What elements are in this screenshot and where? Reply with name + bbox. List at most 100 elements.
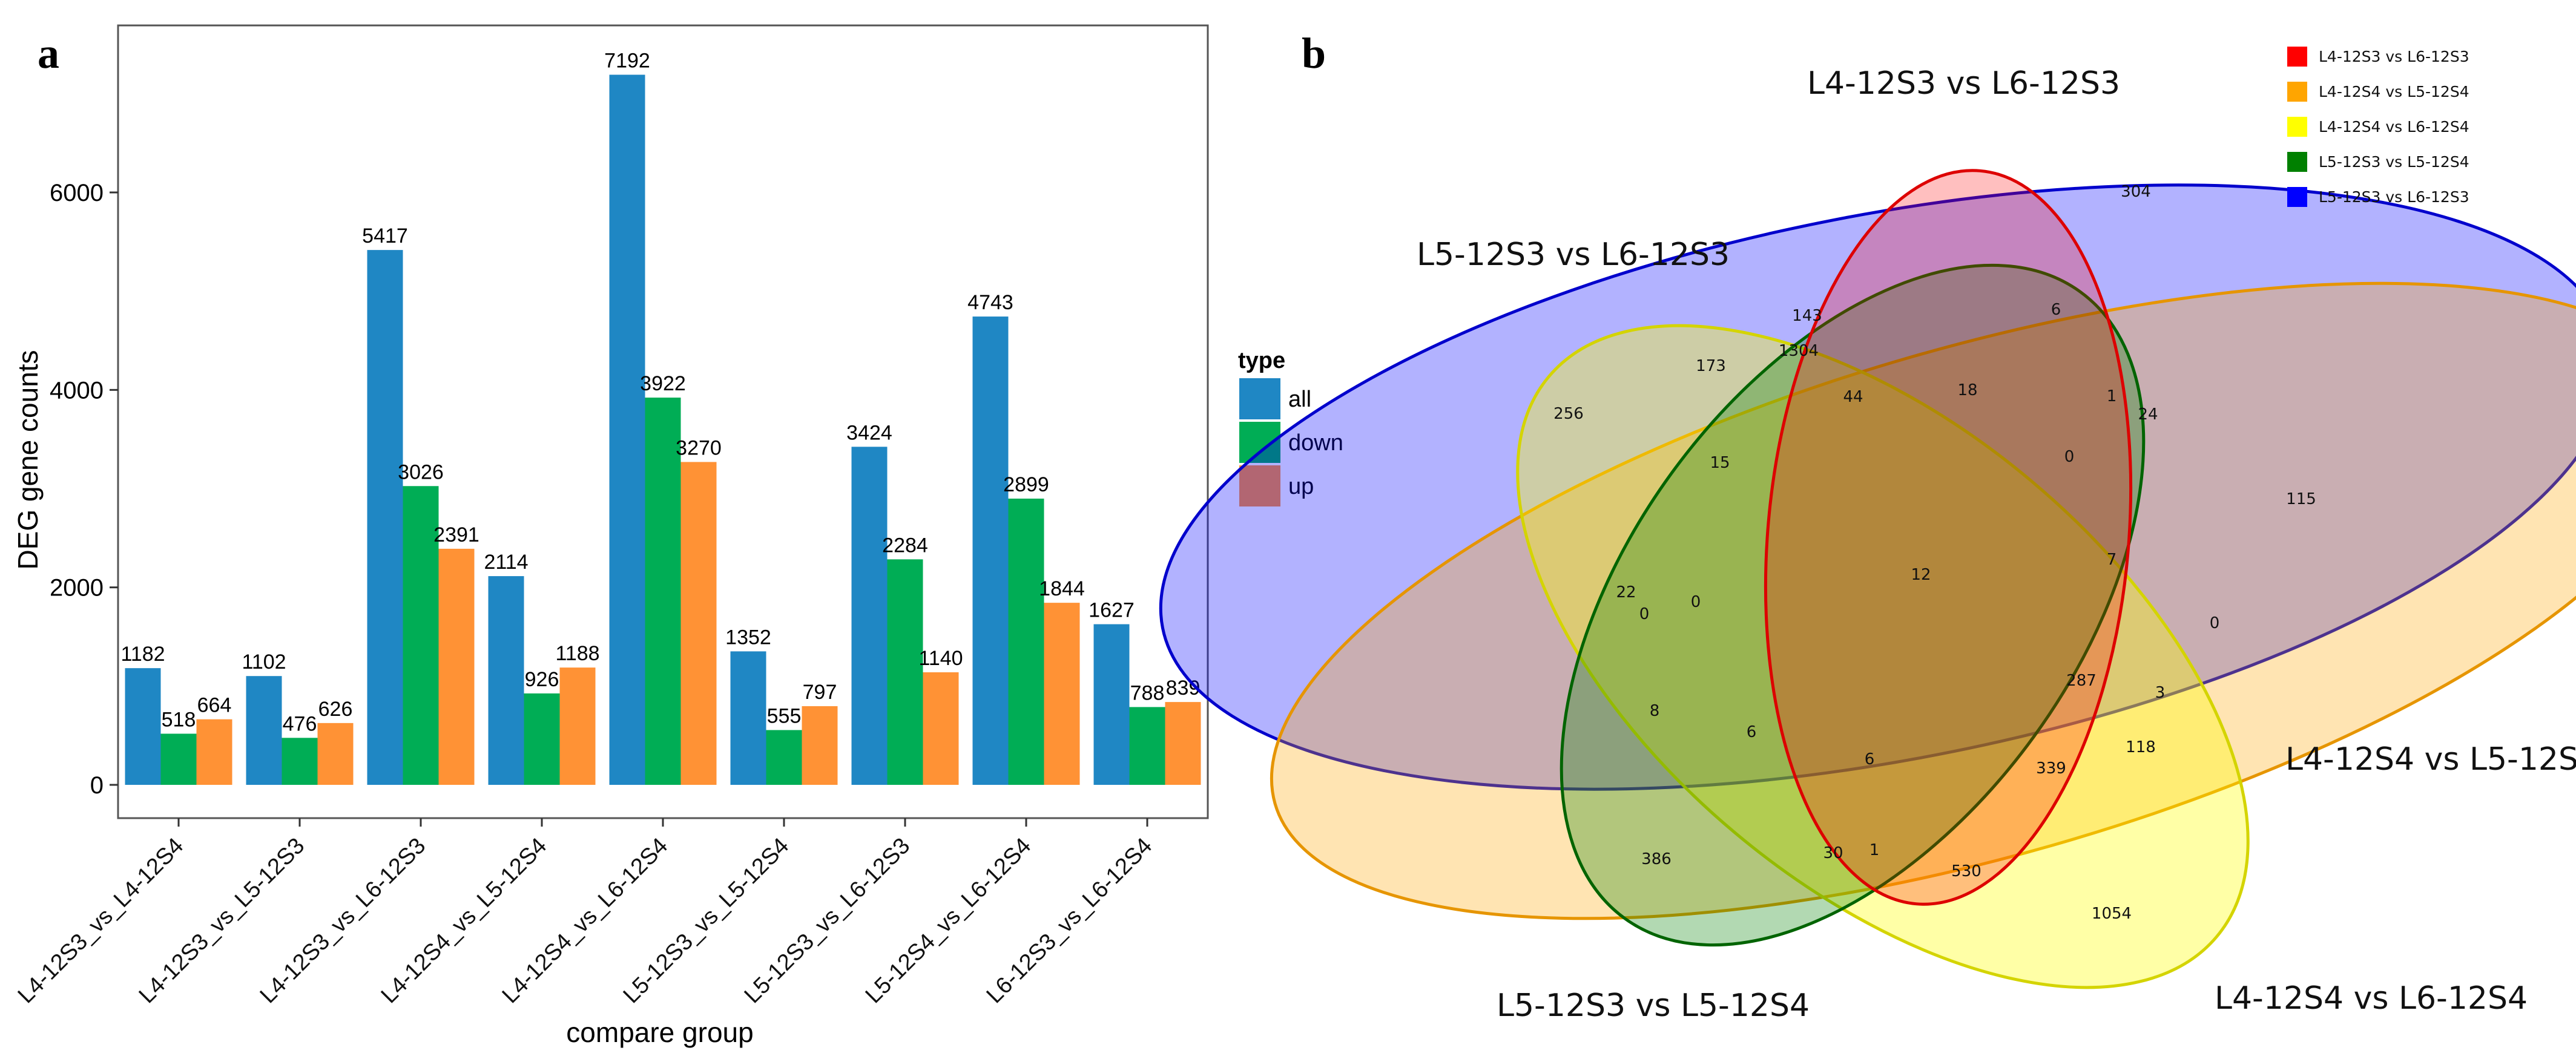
- x-axis: L4-12S3_vs_L4-12S4L4-12S3_vs_L5-12S3L4-1…: [13, 818, 1157, 1008]
- legend-swatch: [2287, 187, 2307, 207]
- bar-all: [1093, 624, 1130, 785]
- legend-label: L4-12S4 vs L6-12S4: [2319, 118, 2469, 136]
- bars: [125, 74, 1201, 785]
- bar-value-label: 476: [283, 712, 317, 735]
- bar-all: [246, 676, 282, 785]
- venn-diagram: L4-12S3 vs L6-12S3 L5-12S3 vs L6-12S3 L4…: [1159, 24, 2576, 1053]
- legend-swatch: [2287, 47, 2307, 67]
- region-count: 18: [1957, 381, 1977, 399]
- bar-up: [923, 672, 959, 785]
- legend-label-up: up: [1288, 474, 1314, 499]
- region-count: 173: [1696, 357, 1726, 375]
- region-count: 7: [2107, 551, 2117, 569]
- bar-value-label: 1140: [918, 647, 963, 670]
- region-counts: 304 6 1 24 18 143 1304 173 44 256 15 0 1…: [1553, 183, 2316, 923]
- region-count: 6: [2051, 301, 2061, 319]
- bar-up: [438, 548, 475, 785]
- set-title-l4-12s4-vs-l6-12s4: L4-12S4 vs L6-12S4: [2215, 980, 2528, 1017]
- set-title-l5-12s3-vs-l6-12s3: L5-12S3 vs L6-12S3: [1417, 237, 1730, 273]
- region-count: 339: [2036, 759, 2066, 778]
- legend-label: L5-12S3 vs L5-12S4: [2319, 153, 2469, 171]
- bar-value-label: 1188: [555, 642, 599, 665]
- set-title-l4-12s4-vs-l5-12s4: L4-12S4 vs L5-12S4: [2285, 741, 2576, 778]
- bar-value-label: 3270: [676, 436, 722, 459]
- region-count: 530: [1951, 862, 1981, 880]
- region-count: 8: [1650, 702, 1660, 720]
- bar-value-label: 2114: [484, 551, 528, 574]
- region-count: 1: [2107, 387, 2117, 405]
- bar-down: [1008, 498, 1044, 785]
- y-axis-title: DEG gene counts: [12, 350, 44, 569]
- bar-all: [609, 74, 645, 785]
- legend-label: L4-12S4 vs L5-12S4: [2319, 83, 2469, 100]
- region-count: 0: [1639, 605, 1650, 623]
- region-count: 0: [2064, 448, 2075, 466]
- bar-down: [645, 398, 681, 785]
- x-axis-title: compare group: [566, 1017, 753, 1048]
- bar-down: [160, 733, 197, 785]
- bar-value-label: 2391: [433, 523, 479, 546]
- bar-value-label: 518: [162, 708, 196, 731]
- venn-set-l4-12s3-vs-l6-12s3: [1764, 169, 2133, 906]
- legend-title: type: [1238, 348, 1285, 373]
- bar-value-label: 626: [318, 698, 353, 721]
- region-count: 1: [1869, 841, 1880, 859]
- region-count: 12: [1911, 566, 1931, 584]
- legend-label: L5-12S3 vs L6-12S3: [2319, 188, 2469, 206]
- region-count: 24: [2138, 405, 2158, 424]
- region-count: 143: [1792, 307, 1822, 325]
- region-count: 22: [1616, 583, 1636, 601]
- bar-up: [196, 719, 232, 785]
- bar-down: [282, 738, 318, 785]
- bar-value-label: 3922: [640, 372, 686, 395]
- bar-all: [972, 316, 1009, 785]
- bar-value-label: 7192: [604, 50, 650, 73]
- legend-swatch: [2287, 117, 2307, 137]
- bar-all: [488, 576, 524, 785]
- legend-swatch: [2287, 82, 2307, 102]
- y-tick-label: 4000: [50, 377, 104, 404]
- y-tick-label: 0: [90, 772, 104, 799]
- bar-value-label: 3026: [398, 461, 444, 483]
- y-tick-label: 6000: [50, 180, 104, 206]
- bar-down: [1129, 707, 1165, 785]
- region-count: 30: [1823, 844, 1843, 862]
- venn-background: [1350, 24, 2573, 1053]
- region-count: 115: [2286, 490, 2316, 508]
- bar-value-label: 4743: [967, 291, 1013, 314]
- venn-set-l5-12s3-vs-l6-12s3: [1159, 183, 2576, 791]
- bar-down: [766, 730, 802, 785]
- region-count: 44: [1843, 388, 1863, 406]
- bar-down: [887, 559, 923, 785]
- region-count: 287: [2066, 672, 2097, 690]
- bar-value-label: 3424: [846, 421, 892, 444]
- y-axis: 0 2000 4000 6000: [50, 180, 118, 799]
- venn-set-l5-12s3-vs-l5-12s4: [1560, 263, 2146, 947]
- set-title-l4-12s3-vs-l6-12s3: L4-12S3 vs L6-12S3: [1807, 65, 2120, 102]
- region-count: 386: [1641, 850, 1672, 868]
- bar-value-label: 2899: [1003, 473, 1049, 496]
- panel-a-letter: a: [38, 29, 59, 77]
- bar-value-label: 1102: [242, 651, 286, 674]
- bar-up: [1165, 702, 1201, 785]
- bar-value-label: 788: [1130, 681, 1165, 704]
- bar-value-label: 926: [525, 668, 559, 691]
- legend-label: L4-12S3 vs L6-12S3: [2319, 48, 2469, 65]
- bar-value-label: 555: [767, 704, 802, 727]
- bar-all: [851, 447, 888, 785]
- bar-value-label: 797: [803, 681, 837, 704]
- region-count: 256: [1553, 405, 1584, 423]
- region-count: 0: [2210, 614, 2220, 632]
- bar-value-label: 1627: [1089, 599, 1135, 622]
- bar-up: [1044, 603, 1080, 785]
- legend-key-up: [1239, 465, 1280, 506]
- bar-up: [802, 706, 838, 785]
- bar-all: [125, 668, 161, 785]
- bar-up: [680, 462, 717, 785]
- venn-set-l4-12s4-vs-l5-12s4: [1270, 281, 2576, 920]
- bar-up: [559, 667, 596, 785]
- bar-value-label: 1182: [120, 643, 165, 666]
- region-count: 6: [1865, 750, 1875, 769]
- bar-value-label: 1844: [1039, 577, 1085, 600]
